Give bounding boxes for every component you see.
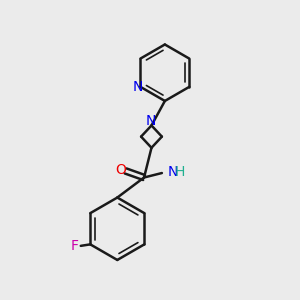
Text: H: H [174,165,185,179]
Text: N: N [146,114,156,128]
Text: O: O [115,164,126,177]
Text: F: F [70,239,78,253]
Text: N: N [167,165,178,179]
Text: N: N [133,80,143,94]
